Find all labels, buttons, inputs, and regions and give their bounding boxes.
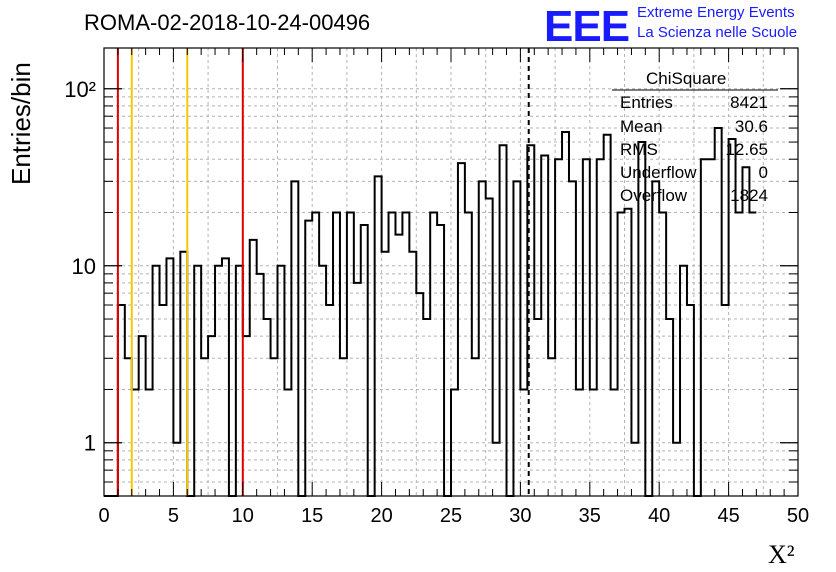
x-tick-label: 50 <box>787 505 809 527</box>
x-tick-label: 25 <box>440 505 462 527</box>
stat-value-rms: 12.65 <box>725 140 768 159</box>
x-tick-label: 20 <box>370 505 392 527</box>
stat-value-underflow: 0 <box>758 163 768 182</box>
x-tick-label: 35 <box>579 505 601 527</box>
x-tick-label: 40 <box>648 505 670 527</box>
stat-value-overflow: 1824 <box>730 186 768 205</box>
stat-label-underflow: Underflow <box>620 163 697 182</box>
x-tick-label: 45 <box>717 505 739 527</box>
x-tick-label: 5 <box>168 505 179 527</box>
axis-ticks <box>103 48 799 496</box>
stat-value-mean: 30.6 <box>734 117 768 136</box>
x-tick-label: 0 <box>98 505 109 527</box>
stat-label-overflow: Overflow <box>620 186 688 205</box>
marker-lines <box>116 48 530 496</box>
x-tick-label: 15 <box>301 505 323 527</box>
stats-title: ChiSquare <box>646 69 727 88</box>
x-tick-label: 30 <box>509 505 531 527</box>
y-tick-labels: 1 10 10² <box>64 77 96 456</box>
logo-line-2: La Scienza nelle Scuole <box>637 24 798 41</box>
stat-label-entries: Entries <box>620 93 673 112</box>
y-axis-label: Entries/bin <box>6 62 36 185</box>
stat-label-rms: RMS <box>620 140 658 159</box>
x-tick-labels: 0 5 10 15 20 25 30 35 40 45 50 <box>98 505 809 527</box>
x-axis-label: X² <box>768 540 795 569</box>
x-tick-label: 10 <box>232 505 254 527</box>
run-title: ROMA-02-2018-10-24-00496 <box>84 10 371 35</box>
y-tick-label: 10² <box>64 77 96 102</box>
y-tick-label: 1 <box>84 431 96 456</box>
histogram-series <box>104 127 757 497</box>
logo-line-1: Extreme Energy Events <box>637 4 795 21</box>
y-tick-label: 10 <box>72 254 96 279</box>
stat-label-mean: Mean <box>620 117 663 136</box>
eee-logo: EEE <box>544 2 630 51</box>
stat-value-entries: 8421 <box>730 93 768 112</box>
